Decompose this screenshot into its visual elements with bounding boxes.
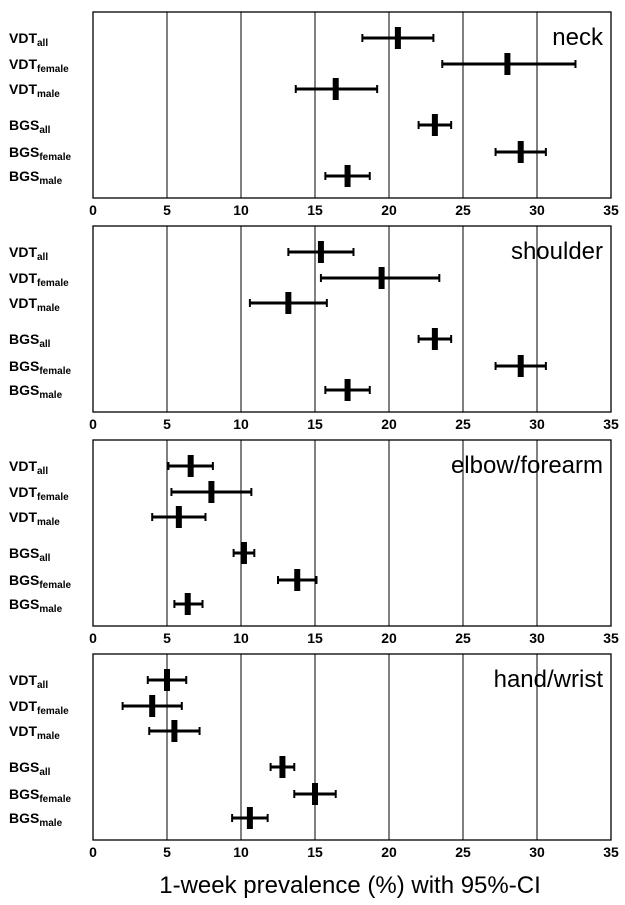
x-tick-label: 5: [163, 416, 171, 432]
panel-title: neck: [552, 24, 604, 51]
panel-frame: [92, 653, 612, 841]
x-tick-label: 30: [529, 630, 545, 646]
row-label: VDTmale: [9, 295, 60, 314]
panel-title: shoulder: [511, 238, 603, 265]
x-tick-label: 10: [233, 844, 249, 860]
x-tick-label: 25: [455, 630, 471, 646]
x-tick-label: 25: [455, 844, 471, 860]
row-label: BGSfemale: [9, 358, 71, 377]
row-label: BGSfemale: [9, 786, 71, 805]
x-tick-label: 5: [163, 202, 171, 218]
row-label: VDTall: [9, 672, 48, 691]
panel-frame: [92, 439, 612, 627]
panel-frame: [92, 11, 612, 199]
row-label: BGSmale: [9, 382, 63, 401]
panel-3: 0 5 10 15 20 25 30 35 hand/wrist VDTall VDTfemale V…: [9, 653, 619, 860]
row-label: VDTmale: [9, 509, 60, 528]
panel-1: 0 5 10 15 20 25 30 35 shoulder VDTall VDTfemale VDT…: [9, 225, 619, 432]
x-tick-label: 10: [233, 202, 249, 218]
x-tick-label: 35: [603, 202, 619, 218]
x-tick-label: 0: [89, 844, 97, 860]
row-label: VDTmale: [9, 81, 60, 100]
panel-title: elbow/forearm: [451, 452, 603, 479]
x-tick-label: 0: [89, 630, 97, 646]
row-label: VDTfemale: [9, 484, 69, 503]
x-tick-label: 25: [455, 202, 471, 218]
x-axis-title: 1-week prevalence (%) with 95%-CI: [159, 872, 540, 899]
row-label: BGSall: [9, 331, 51, 350]
panel-frame: [92, 225, 612, 413]
row-label: VDTfemale: [9, 698, 69, 717]
x-tick-label: 30: [529, 844, 545, 860]
panel-title: hand/wrist: [494, 666, 604, 693]
row-label: BGSmale: [9, 810, 63, 829]
x-tick-label: 15: [307, 630, 323, 646]
row-label: VDTfemale: [9, 56, 69, 75]
panels-layer: 0 5 10 15 20 25 30 35 neck VDTall VDTfemale VDTmale…: [9, 11, 619, 860]
x-tick-label: 0: [89, 416, 97, 432]
x-tick-label: 30: [529, 202, 545, 218]
x-tick-label: 20: [381, 630, 397, 646]
x-tick-label: 25: [455, 416, 471, 432]
x-tick-label: 35: [603, 416, 619, 432]
row-label: BGSmale: [9, 596, 63, 615]
x-tick-label: 15: [307, 202, 323, 218]
row-label: BGSfemale: [9, 572, 71, 591]
row-label: VDTmale: [9, 723, 60, 742]
row-label: BGSall: [9, 759, 51, 778]
x-tick-label: 20: [381, 416, 397, 432]
x-tick-label: 20: [381, 202, 397, 218]
x-tick-label: 10: [233, 416, 249, 432]
panel-2: 0 5 10 15 20 25 30 35 elbow/forearm VDTall VDTfema…: [9, 439, 619, 646]
x-tick-label: 35: [603, 630, 619, 646]
x-tick-label: 20: [381, 844, 397, 860]
x-tick-label: 10: [233, 630, 249, 646]
x-tick-label: 5: [163, 630, 171, 646]
row-label: VDTall: [9, 244, 48, 263]
row-label: VDTall: [9, 458, 48, 477]
row-label: VDTfemale: [9, 270, 69, 289]
row-label: BGSall: [9, 117, 51, 136]
row-label: BGSfemale: [9, 144, 71, 163]
x-tick-label: 15: [307, 844, 323, 860]
row-label: BGSmale: [9, 168, 63, 187]
row-label: VDTall: [9, 30, 48, 49]
x-tick-label: 5: [163, 844, 171, 860]
x-tick-label: 0: [89, 202, 97, 218]
panel-0: 0 5 10 15 20 25 30 35 neck VDTall VDTfemale VDTmale…: [9, 11, 619, 218]
row-label: BGSall: [9, 545, 51, 564]
x-tick-label: 30: [529, 416, 545, 432]
x-tick-label: 35: [603, 844, 619, 860]
x-tick-label: 15: [307, 416, 323, 432]
